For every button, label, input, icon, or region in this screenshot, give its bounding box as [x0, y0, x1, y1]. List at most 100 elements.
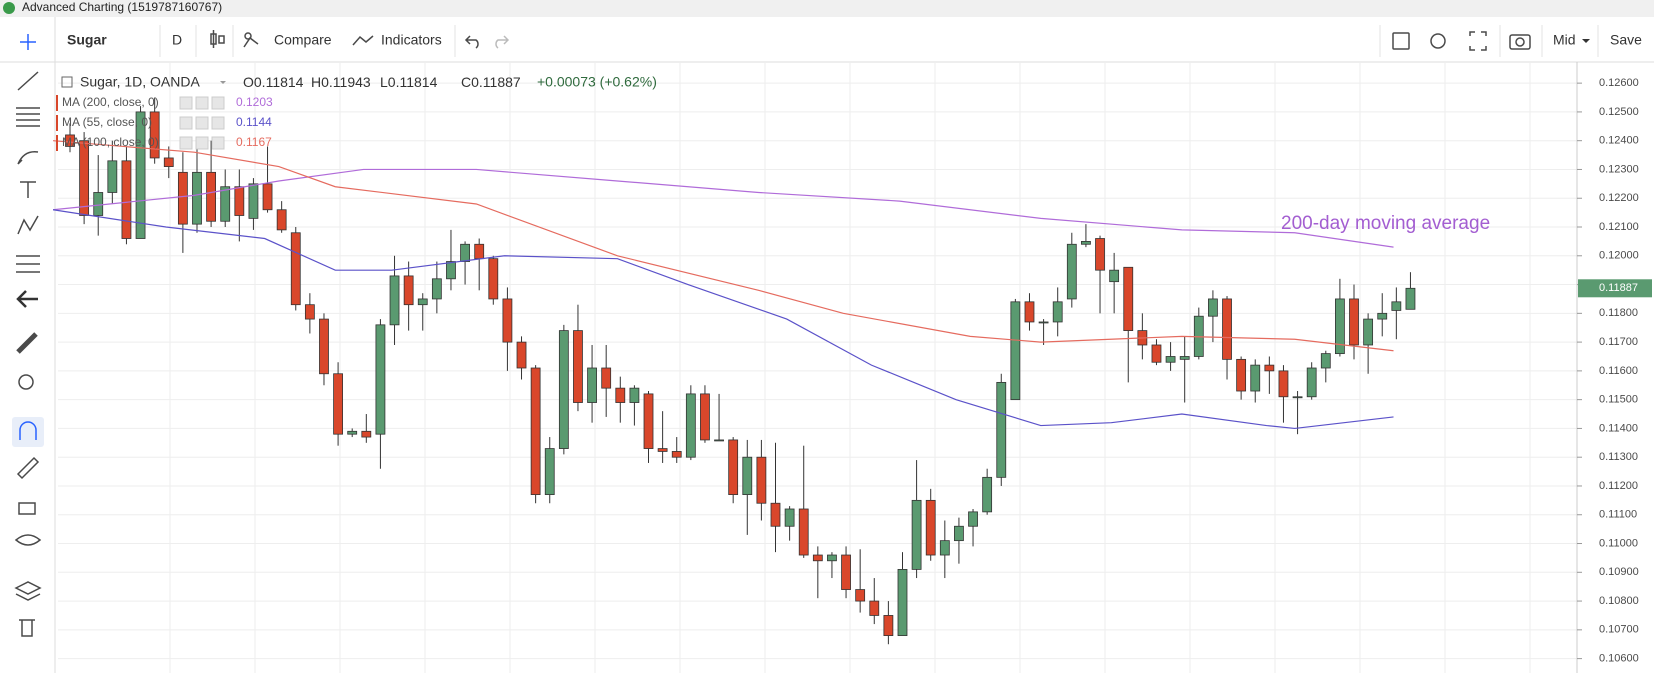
candle-body — [1179, 356, 1190, 360]
prediction-tool[interactable] — [16, 255, 40, 273]
text-tool[interactable] — [20, 181, 36, 198]
redo-button[interactable] — [495, 35, 510, 49]
save-button[interactable]: Save — [1610, 32, 1642, 48]
y-tick-label: 0.12300 — [1599, 163, 1639, 175]
legend: Sugar, 1D, OANDA O0.11814 H0.11943 L0.11… — [56, 74, 657, 151]
indicators-icon[interactable] — [352, 35, 374, 46]
candle-body — [1222, 298, 1232, 360]
interval-button[interactable]: D — [172, 32, 182, 48]
compare-button[interactable]: Compare — [274, 32, 332, 48]
ohlc-value: 0.11887 — [471, 74, 521, 90]
zoom-tool[interactable] — [18, 374, 34, 390]
candle-body — [375, 324, 386, 435]
y-tick-label: 0.12500 — [1599, 106, 1639, 118]
legend-series-name: MA (200, close, 0) — [62, 95, 159, 109]
legend-icon — [179, 116, 193, 130]
title-bar — [0, 0, 1654, 17]
candle-body — [319, 318, 329, 375]
candle-body — [333, 373, 343, 435]
back-button[interactable] — [16, 290, 38, 308]
legend-low: L0.11814 — [380, 74, 438, 90]
candle-body — [756, 456, 767, 504]
y-tick-label: 0.10600 — [1599, 653, 1639, 665]
candle-body — [1320, 353, 1331, 369]
indicators-button[interactable]: Indicators — [381, 32, 442, 48]
layers-tool[interactable] — [14, 581, 42, 601]
undo-button[interactable] — [464, 35, 479, 49]
collapse-box[interactable] — [61, 76, 73, 88]
candle-body — [700, 393, 710, 441]
brush-tool[interactable] — [17, 151, 39, 165]
y-tick-label: 0.11500 — [1599, 394, 1638, 406]
y-tick-label: 0.12400 — [1599, 135, 1639, 147]
compare-icon[interactable] — [243, 32, 259, 48]
candle-body — [1109, 269, 1120, 283]
candle-body — [643, 393, 654, 449]
candle-body — [1306, 367, 1317, 398]
candle-body — [1377, 312, 1388, 320]
legend-series-name: MA (55, close, 0) — [62, 115, 152, 129]
candle-body — [587, 367, 597, 403]
trend-line-tool[interactable] — [17, 71, 39, 91]
candle-body — [798, 508, 809, 556]
candle-body — [248, 183, 259, 219]
candle-body — [304, 304, 315, 320]
candle-body — [714, 439, 724, 442]
toolbar — [0, 17, 1654, 62]
fullscreen-button[interactable] — [1469, 31, 1487, 51]
candle-body — [149, 111, 160, 159]
symbol-button[interactable]: Sugar — [67, 32, 107, 48]
snapshot-button[interactable] — [1509, 34, 1531, 50]
candle-body — [1024, 301, 1035, 323]
candle-body — [1052, 301, 1063, 323]
crosshair-tool[interactable] — [20, 34, 36, 50]
y-tick-label: 0.12200 — [1599, 192, 1639, 204]
candle-body — [883, 615, 894, 636]
candle-body — [968, 511, 978, 527]
y-tick-label: 0.12000 — [1599, 250, 1639, 262]
candle-body — [1278, 370, 1289, 398]
pattern-tool[interactable] — [17, 215, 39, 235]
ohlc-value: 0.11943 — [321, 74, 371, 90]
legend-open: O0.11814 — [243, 74, 304, 90]
ohlc-value: 0.11814 — [254, 74, 304, 90]
candle-body — [79, 140, 90, 216]
dropdown-arrow — [1582, 39, 1590, 43]
legend-bar — [56, 135, 58, 151]
y-tick-label: 0.11800 — [1599, 307, 1638, 319]
candle-body — [784, 508, 795, 527]
candle-body — [163, 157, 174, 167]
chart-type-button[interactable] — [210, 30, 225, 48]
legend-icon — [179, 136, 193, 150]
candle-body — [573, 330, 583, 403]
visibility-tool[interactable] — [14, 534, 42, 546]
candle-body — [728, 439, 739, 496]
candle-body — [1038, 321, 1049, 324]
candle-body — [925, 499, 936, 556]
ohlc-value: 0.11814 — [388, 74, 438, 90]
candle-body — [121, 160, 132, 239]
candle-body — [841, 554, 851, 590]
candle-body — [601, 367, 612, 389]
candle-body — [290, 232, 301, 306]
legend-close: C0.11887 — [461, 74, 521, 90]
candle-body — [177, 171, 188, 225]
magnet-tool[interactable] — [19, 421, 37, 440]
price-type-button[interactable]: Mid — [1553, 32, 1576, 48]
measure-tool[interactable] — [16, 332, 38, 354]
legend-series-name: MA (100, close, 0) — [62, 135, 159, 149]
y-tick-label: 0.12600 — [1599, 77, 1639, 89]
y-tick-label: 0.10700 — [1599, 624, 1639, 636]
candle-body — [544, 448, 555, 496]
layout-button[interactable] — [1392, 32, 1410, 50]
stay-drawing-tool[interactable] — [16, 456, 40, 480]
fib-tool[interactable] — [16, 107, 40, 127]
delete-tool[interactable] — [19, 619, 35, 637]
legend-icon — [195, 116, 209, 130]
candle-body — [615, 387, 626, 403]
settings-button[interactable] — [1430, 33, 1446, 49]
lock-tool[interactable] — [18, 502, 36, 515]
legend-series-value: 0.1144 — [236, 115, 272, 129]
app-icon — [3, 2, 15, 14]
